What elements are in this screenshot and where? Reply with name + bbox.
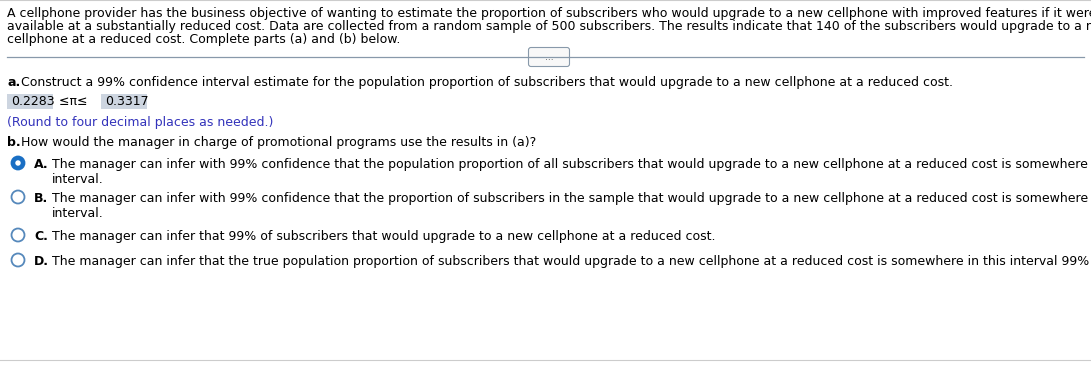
Circle shape [12,156,24,170]
Text: The manager can infer with 99% confidence that the population proportion of all : The manager can infer with 99% confidenc… [52,158,1091,171]
Text: available at a substantially reduced cost. Data are collected from a random samp: available at a substantially reduced cos… [7,20,1091,33]
FancyBboxPatch shape [101,94,147,109]
Text: C.: C. [34,230,48,243]
Circle shape [12,229,24,241]
Text: A cellphone provider has the business objective of wanting to estimate the propo: A cellphone provider has the business ob… [7,7,1091,20]
Text: cellphone at a reduced cost. Complete parts (a) and (b) below.: cellphone at a reduced cost. Complete pa… [7,33,400,46]
Text: (Round to four decimal places as needed.): (Round to four decimal places as needed.… [7,116,274,129]
Text: ...: ... [544,53,553,61]
Text: B.: B. [34,192,48,205]
Text: A.: A. [34,158,49,171]
Text: Construct a 99% confidence interval estimate for the population proportion of su: Construct a 99% confidence interval esti… [21,76,954,89]
Text: a.: a. [7,76,21,89]
Text: D.: D. [34,255,49,268]
Circle shape [15,160,21,166]
FancyBboxPatch shape [528,47,570,67]
Text: ≤π≤: ≤π≤ [55,95,92,108]
Text: interval.: interval. [52,173,104,186]
Circle shape [12,191,24,204]
Text: 0.2283: 0.2283 [11,95,55,108]
Text: The manager can infer with 99% confidence that the proportion of subscribers in : The manager can infer with 99% confidenc… [52,192,1091,205]
Text: b.: b. [7,136,21,149]
Circle shape [12,254,24,266]
Text: The manager can infer that the true population proportion of subscribers that wo: The manager can infer that the true popu… [52,255,1091,268]
Text: interval.: interval. [52,207,104,220]
Text: The manager can infer that 99% of subscribers that would upgrade to a new cellph: The manager can infer that 99% of subscr… [52,230,716,243]
Text: How would the manager in charge of promotional programs use the results in (a)?: How would the manager in charge of promo… [21,136,537,149]
Text: 0.3317: 0.3317 [105,95,148,108]
FancyBboxPatch shape [7,94,53,109]
